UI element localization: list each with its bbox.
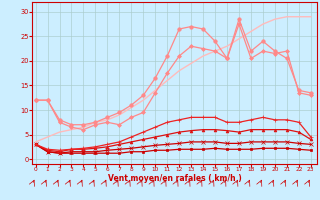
X-axis label: Vent moyen/en rafales ( km/h ): Vent moyen/en rafales ( km/h ) — [108, 174, 241, 183]
